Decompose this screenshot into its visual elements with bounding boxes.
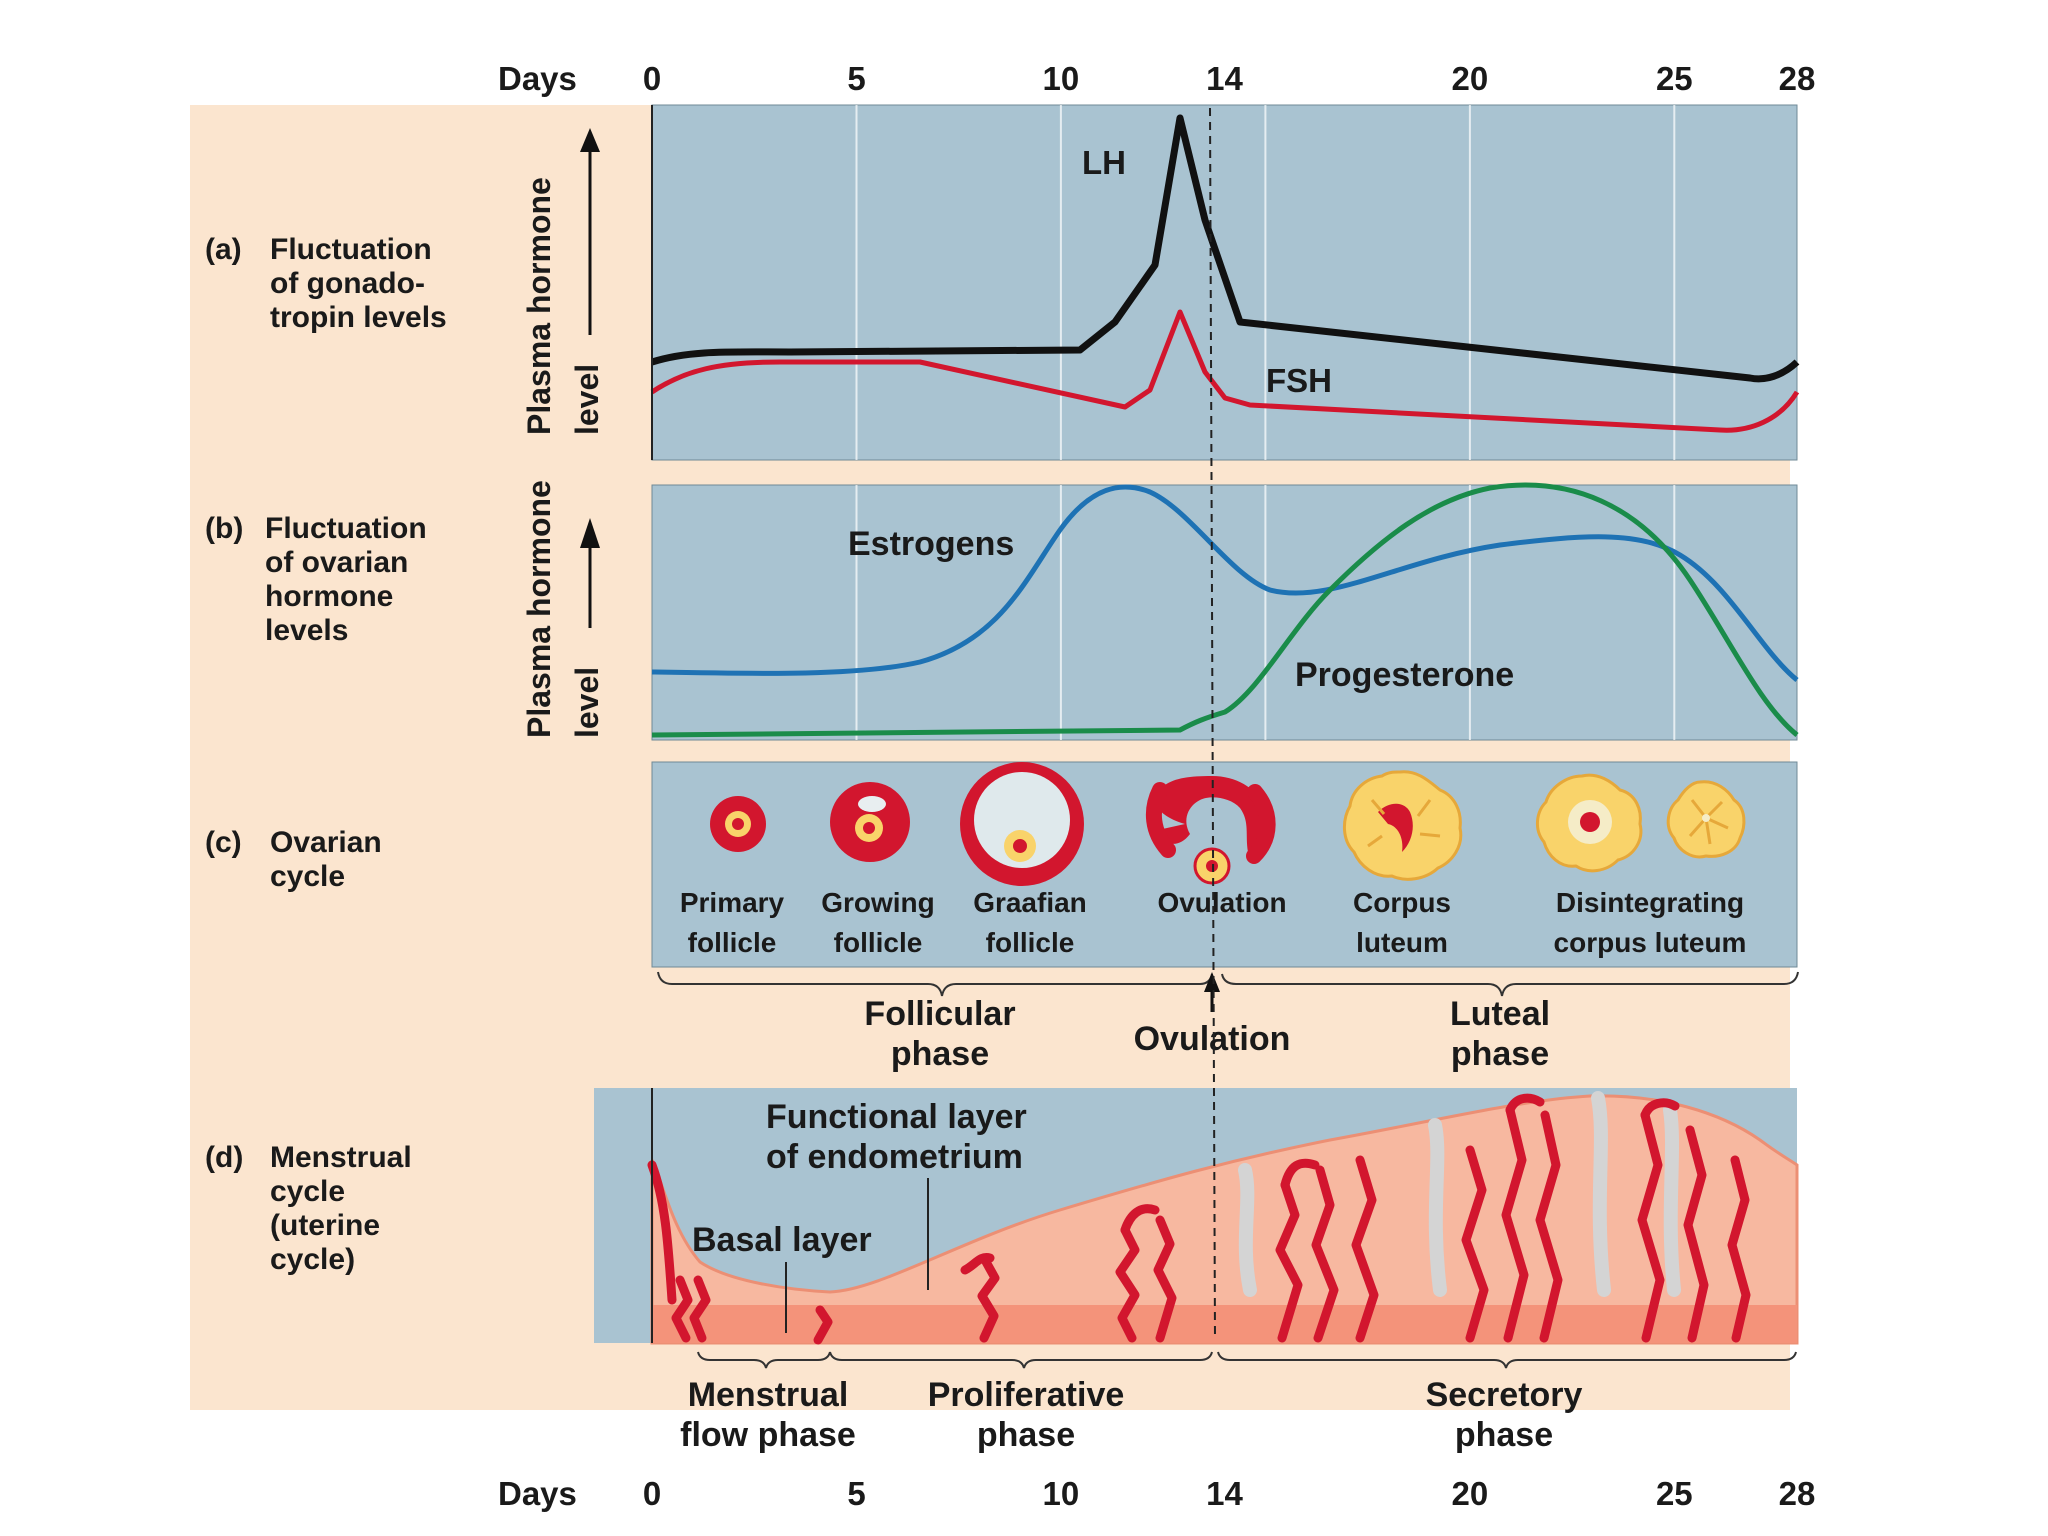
follicular-phase-line1: Follicular: [864, 995, 1015, 1033]
panel-a-title-line2: of gonado-: [270, 267, 425, 300]
stage-disintegrating-line1: Disintegrating: [1556, 887, 1744, 918]
bottom-days-axis: Days 0 5 10 14 20 25 28: [498, 1475, 1815, 1512]
stage-growing-line2: follicle: [834, 927, 923, 958]
top-tick-10: 10: [1043, 60, 1080, 97]
top-tick-25: 25: [1656, 60, 1693, 97]
secretory-phase-brace: [1217, 1351, 1797, 1369]
panel-b-letter: (b): [205, 512, 243, 545]
panel-b-title-line4: levels: [265, 614, 348, 647]
spiral-arteries: [647, 1093, 1751, 1345]
panel-a-ylabel-line1: Plasma hormone: [521, 177, 557, 435]
disintegrating-corpus-luteum-icon: [1536, 773, 1746, 873]
top-tick-14: 14: [1206, 60, 1243, 97]
secretory-phase-line1: Secretory: [1426, 1376, 1583, 1414]
proliferative-phase-line2: phase: [977, 1416, 1075, 1454]
ovulation-dashed-line: [1209, 107, 1216, 1341]
functional-layer-label-line2: of endometrium: [766, 1138, 1023, 1176]
stage-primary-line2: follicle: [688, 927, 777, 958]
luteal-phase-line2: phase: [1451, 1035, 1549, 1073]
lh-curve: [650, 114, 1800, 383]
endometrium-functional-layer: [650, 1094, 1799, 1345]
menstrual-phase-line2: flow phase: [680, 1416, 856, 1454]
panel-d-title-line2: cycle: [270, 1175, 345, 1208]
panel-c-title-line1: Ovarian: [270, 826, 382, 859]
menstrual-phase-line1: Menstrual: [688, 1376, 849, 1414]
fsh-label: FSH: [1266, 362, 1332, 399]
ovulation-phase-label: Ovulation: [1134, 1020, 1291, 1058]
panel-c-ovarian-cycle: (c) Ovarian cycle: [205, 761, 1799, 1073]
panel-b-title-line2: of ovarian: [265, 546, 408, 579]
ovulation-icon: [1145, 776, 1276, 885]
secretory-phase-line2: phase: [1455, 1416, 1553, 1454]
menstrual-phase-brace: [697, 1351, 831, 1369]
panel-a-yaxis-arrowhead: [580, 128, 600, 152]
panel-d-letter: (d): [205, 1141, 243, 1174]
stage-ovulation-line1: Ovulation: [1157, 887, 1286, 918]
fsh-curve: [650, 309, 1800, 433]
top-days-label: Days: [498, 60, 577, 97]
primary-follicle-icon: [710, 796, 766, 852]
top-tick-28: 28: [1779, 60, 1816, 97]
proliferative-phase-brace: [829, 1351, 1213, 1369]
bottom-tick-25: 25: [1656, 1475, 1693, 1512]
panel-b-ylabel-line1: Plasma hormone: [521, 480, 557, 738]
panel-b-title-line1: Fluctuation: [265, 512, 427, 545]
panel-d-title-line3: (uterine: [270, 1209, 380, 1242]
follicular-phase-line2: phase: [891, 1035, 989, 1073]
luteal-phase-line1: Luteal: [1450, 995, 1550, 1033]
proliferative-phase-line1: Proliferative: [928, 1376, 1125, 1414]
basal-layer-label: Basal layer: [692, 1221, 872, 1259]
stage-corpus-line1: Corpus: [1353, 887, 1451, 918]
corpus-luteum-icon: [1343, 770, 1463, 881]
uterine-glands: [1238, 1091, 1681, 1297]
bottom-tick-0: 0: [643, 1475, 661, 1512]
bottom-tick-10: 10: [1043, 1475, 1080, 1512]
stage-disintegrating-line2: corpus luteum: [1554, 927, 1747, 958]
panel-b-ylabel-line2: level: [569, 667, 605, 738]
functional-layer-label-line1: Functional layer: [766, 1098, 1027, 1136]
bottom-tick-14: 14: [1206, 1475, 1243, 1512]
lh-label: LH: [1082, 144, 1126, 181]
stage-primary-line1: Primary: [680, 887, 785, 918]
panel-a-gonadotropins: (a) Fluctuation of gonado- tropin levels…: [205, 104, 1800, 461]
luteal-phase-brace: [1221, 971, 1799, 997]
panel-d-title-line4: cycle): [270, 1243, 355, 1276]
stage-graafian-line2: follicle: [986, 927, 1075, 958]
panel-a-letter: (a): [205, 233, 242, 266]
stage-corpus-line2: luteum: [1356, 927, 1448, 958]
ovulation-arrowhead: [1204, 972, 1220, 992]
progesterone-curve: [651, 482, 1799, 738]
top-tick-5: 5: [847, 60, 865, 97]
follicular-phase-brace: [657, 971, 1213, 997]
panel-a-title-line1: Fluctuation: [270, 233, 432, 266]
stage-graafian-line1: Graafian: [973, 887, 1087, 918]
graafian-follicle-icon: [960, 762, 1084, 886]
top-tick-20: 20: [1452, 60, 1489, 97]
panel-a-title-line3: tropin levels: [270, 301, 447, 334]
panel-d-menstrual-cycle: (d) Menstrual cycle (uterine cycle): [205, 1088, 1799, 1454]
bottom-tick-20: 20: [1452, 1475, 1489, 1512]
panel-a-ylabel-line2: level: [569, 364, 605, 435]
bottom-tick-5: 5: [847, 1475, 865, 1512]
bottom-days-label: Days: [498, 1475, 577, 1512]
estrogens-label: Estrogens: [848, 525, 1014, 563]
panel-c-title-line2: cycle: [270, 860, 345, 893]
growing-follicle-icon: [830, 782, 910, 862]
stage-growing-line1: Growing: [821, 887, 935, 918]
top-days-axis: Days 0 5 10 14 20 25 28: [498, 60, 1815, 97]
panel-c-letter: (c): [205, 826, 242, 859]
panel-b-title-line3: hormone: [265, 580, 393, 613]
panel-b-plot-area: [651, 484, 1798, 741]
top-tick-0: 0: [643, 60, 661, 97]
panel-b-ovarian-hormones: (b) Fluctuation of ovarian hormone level…: [205, 480, 1799, 741]
bottom-tick-28: 28: [1779, 1475, 1816, 1512]
endometrium-basal-layer: [652, 1305, 1797, 1343]
progesterone-label: Progesterone: [1295, 656, 1514, 694]
panel-a-gridlines: [855, 105, 1676, 460]
panel-d-title-line1: Menstrual: [270, 1141, 412, 1174]
panel-b-yaxis-arrowhead: [580, 518, 600, 548]
